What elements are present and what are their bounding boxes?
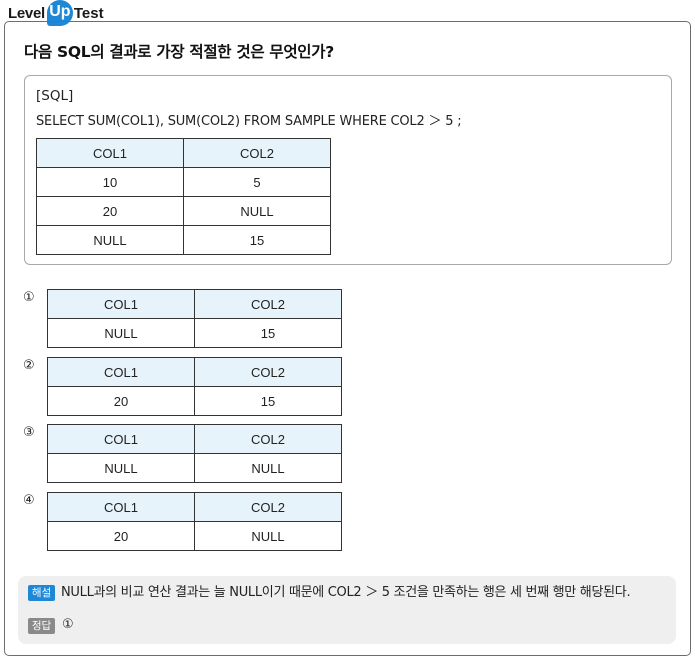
option-col2-header: COL2 [194,492,342,522]
sample-table-row: 20 NULL [36,196,331,226]
option-cell: 15 [194,318,342,348]
option-4-number: ④ [23,493,35,508]
explanation-box [18,576,676,644]
content-frame [4,21,691,656]
option-2-table[interactable]: COL1 COL2 20 15 [47,357,342,416]
sample-cell: NULL [183,196,331,226]
option-col1-header: COL1 [47,424,195,454]
question-text: 다음 SQL의 결과로 가장 적절한 것은 무엇인가? [24,43,334,61]
explanation-text: NULL과의 비교 연산 결과는 늘 NULL이기 때문에 COL2 ＞ 5 조… [61,585,631,600]
option-2-number: ② [23,358,35,373]
option-table-header-row: COL1 COL2 [47,289,342,319]
option-col1-header: COL1 [47,357,195,387]
option-cell: 15 [194,386,342,416]
sample-col2-header: COL2 [183,138,331,168]
option-col1-header: COL1 [47,492,195,522]
logo-up-text: Up [49,3,71,20]
logo-level-text: Level [8,5,45,22]
option-table-header-row: COL1 COL2 [47,357,342,387]
sample-cell: 20 [36,196,184,226]
option-cell: NULL [47,318,195,348]
sample-table-row: NULL 15 [36,225,331,255]
option-cell: 20 [47,521,195,551]
sql-statement: SELECT SUM(COL1), SUM(COL2) FROM SAMPLE … [36,114,462,129]
option-col1-header: COL1 [47,289,195,319]
answer-badge: 정답 [28,618,55,634]
option-table-row: NULL 15 [47,318,342,348]
explanation-badge: 해설 [28,585,55,601]
sample-table-header-row: COL1 COL2 [36,138,331,168]
answer-value: ① [62,617,74,632]
option-table-header-row: COL1 COL2 [47,424,342,454]
sample-table-row: 10 5 [36,167,331,197]
option-3-table[interactable]: COL1 COL2 NULL NULL [47,424,342,483]
option-3-number: ③ [23,425,35,440]
sample-cell: 15 [183,225,331,255]
option-cell: NULL [47,453,195,483]
option-col2-header: COL2 [194,357,342,387]
option-table-row: 20 NULL [47,521,342,551]
sample-cell: 10 [36,167,184,197]
option-cell: NULL [194,521,342,551]
sample-cell: NULL [36,225,184,255]
sql-box [24,75,672,265]
logo-test-text: Test [73,5,104,22]
sample-cell: 5 [183,167,331,197]
option-1-table[interactable]: COL1 COL2 NULL 15 [47,289,342,348]
option-table-row: NULL NULL [47,453,342,483]
option-4-table[interactable]: COL1 COL2 20 NULL [47,492,342,551]
option-1-number: ① [23,290,35,305]
option-cell: 20 [47,386,195,416]
sql-label: [SQL] [36,88,74,104]
sample-table: COL1 COL2 10 5 20 NULL NULL 15 [36,138,331,255]
option-table-header-row: COL1 COL2 [47,492,342,522]
option-col2-header: COL2 [194,424,342,454]
option-cell: NULL [194,453,342,483]
option-table-row: 20 15 [47,386,342,416]
option-col2-header: COL2 [194,289,342,319]
sample-col1-header: COL1 [36,138,184,168]
